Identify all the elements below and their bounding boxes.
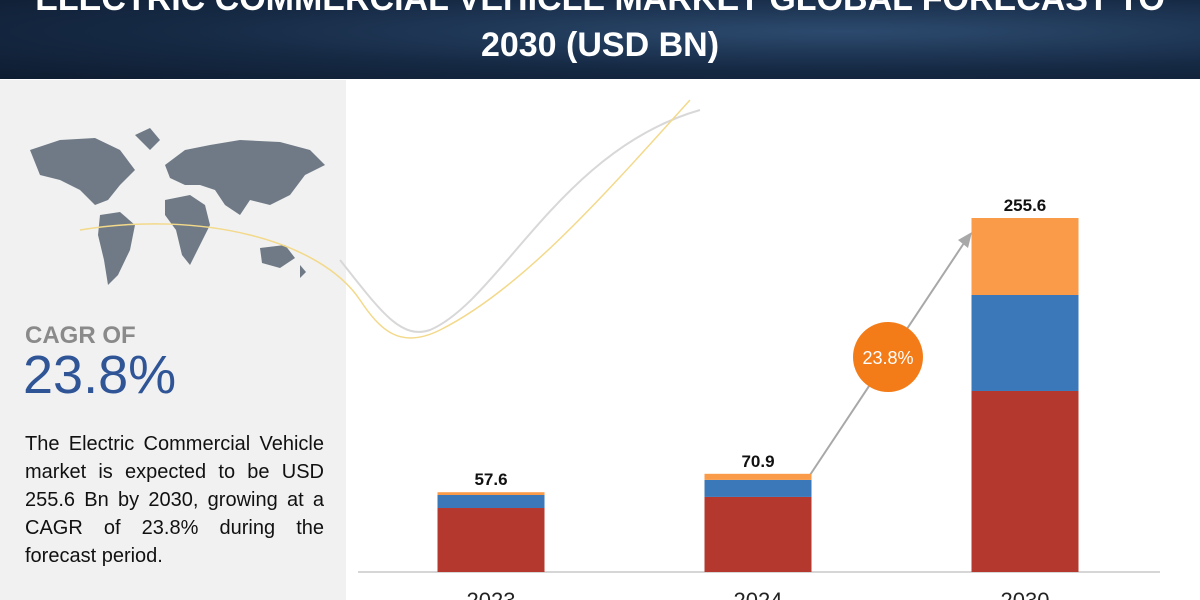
world-map bbox=[30, 128, 325, 285]
bar-segment bbox=[704, 473, 812, 480]
arrow-head bbox=[958, 232, 972, 248]
decor-curve bbox=[79, 99, 691, 339]
cagr-bubble-label: 23.8% bbox=[862, 348, 913, 368]
x-tick-label: 2030 bbox=[1001, 588, 1050, 600]
total-label: 57.6 bbox=[474, 470, 507, 489]
bar-segment bbox=[437, 494, 545, 509]
cagr-value: 23.8% bbox=[23, 345, 177, 405]
x-tick-label: 2023 bbox=[467, 588, 516, 600]
decor-curve bbox=[339, 109, 701, 333]
bar-segment bbox=[971, 295, 1079, 391]
bar-segment bbox=[437, 508, 545, 572]
description: The Electric Commercial Vehicle market i… bbox=[25, 433, 324, 567]
x-tick-label: 2024 bbox=[734, 588, 783, 600]
total-label: 70.9 bbox=[741, 452, 774, 471]
cagr-bubble bbox=[853, 322, 923, 392]
bar-segment bbox=[971, 218, 1079, 296]
title: ELECTRIC COMMERCIAL VEHICLE MARKET GLOBA… bbox=[35, 0, 1165, 64]
total-label: 255.6 bbox=[1004, 196, 1047, 215]
cagr-label: CAGR OF bbox=[25, 322, 136, 349]
bar-segment bbox=[704, 496, 812, 572]
bar-segment bbox=[437, 492, 545, 495]
bar-segment bbox=[704, 479, 812, 497]
bar-segment bbox=[971, 390, 1079, 572]
header: ELECTRIC COMMERCIAL VEHICLE MARKET GLOBA… bbox=[0, 0, 1200, 79]
